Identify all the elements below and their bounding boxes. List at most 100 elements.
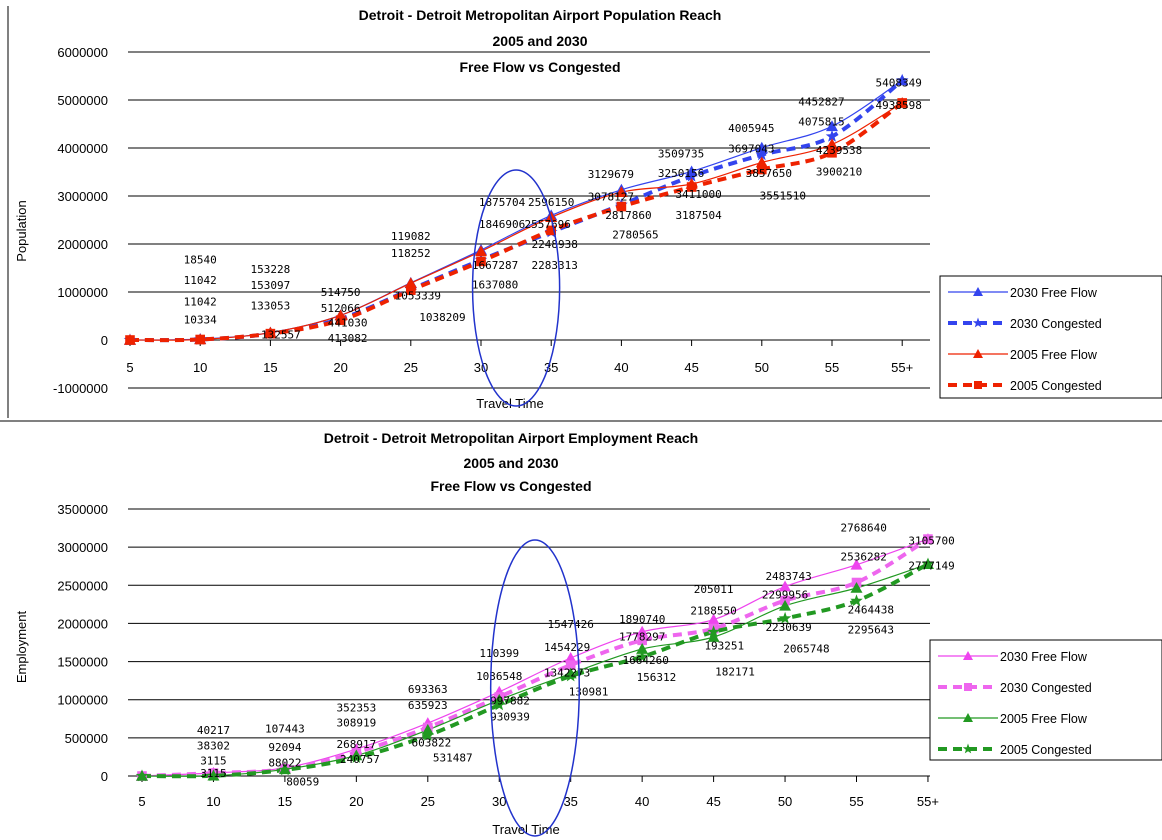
- population-data-label: 1875704: [479, 196, 526, 209]
- employment-x-tick-label: 30: [492, 794, 506, 809]
- population-data-label: 3187504: [675, 209, 722, 222]
- employment-x-tick-label: 20: [349, 794, 363, 809]
- employment-data-point: [850, 581, 863, 593]
- employment-data-point: [207, 769, 220, 782]
- employment-y-tick-label: 2000000: [57, 616, 108, 631]
- population-data-point: [685, 169, 698, 182]
- population-highlight-ellipse: [471, 169, 561, 407]
- employment-data-point: [350, 751, 363, 763]
- employment-chart-title: Detroit - Detroit Metropolitan Airport E…: [324, 430, 698, 446]
- population-data-label: 3697043: [728, 142, 774, 155]
- population-data-point: [826, 138, 838, 150]
- population-data-label: 3857650: [746, 167, 792, 180]
- employment-x-tick-label: 35: [563, 794, 577, 809]
- employment-data-point: [564, 651, 577, 663]
- employment-data-point: [850, 594, 863, 607]
- population-data-point: [897, 98, 907, 108]
- employment-legend-label: 2030 Congested: [1000, 681, 1092, 695]
- population-data-point: [125, 335, 135, 345]
- employment-data-label: 3115: [200, 767, 227, 780]
- population-data-label: 4452827: [798, 95, 844, 108]
- population-data-label: 1637080: [472, 278, 518, 291]
- employment-data-label: 92094: [268, 741, 301, 754]
- population-data-label: 11042: [184, 274, 217, 287]
- employment-data-label: 110399: [479, 647, 519, 660]
- employment-data-label: 1664260: [623, 654, 669, 667]
- population-data-label: 5408349: [876, 77, 922, 90]
- employment-legend-marker: [964, 683, 972, 691]
- employment-data-label: 2065748: [783, 643, 829, 656]
- employment-data-label: 2230639: [765, 621, 811, 634]
- employment-data-label: 156312: [637, 671, 677, 684]
- employment-y-axis-label: Employment: [14, 610, 29, 683]
- employment-data-point: [637, 635, 647, 646]
- population-data-point: [827, 147, 837, 158]
- population-data-label: 2557696: [525, 218, 571, 231]
- population-legend-label: 2030 Free Flow: [1010, 286, 1098, 300]
- population-data-label: 2283313: [532, 259, 578, 272]
- employment-legend-marker: [963, 651, 973, 660]
- employment-data-label: 603822: [411, 736, 451, 749]
- population-data-point: [615, 186, 628, 198]
- employment-data-label: 2188550: [690, 604, 736, 617]
- population-data-label: 3078127: [588, 190, 634, 203]
- population-data-label: 4005945: [728, 122, 774, 135]
- population-data-point: [195, 334, 205, 345]
- population-y-tick-label: 5000000: [57, 93, 108, 108]
- population-data-label: 4938598: [876, 99, 922, 112]
- population-x-tick-label: 45: [684, 360, 698, 375]
- population-data-point: [406, 285, 416, 295]
- population-data-point: [335, 315, 346, 325]
- population-x-tick-label: 10: [193, 360, 207, 375]
- employment-highlight-ellipse: [489, 539, 581, 837]
- employment-data-label: 268917: [336, 738, 376, 751]
- population-data-label: 2780565: [612, 228, 658, 241]
- population-data-point: [476, 256, 486, 267]
- employment-x-tick-label: 15: [278, 794, 292, 809]
- employment-y-tick-label: 3500000: [57, 502, 108, 517]
- employment-x-tick-label: 55+: [917, 794, 939, 809]
- population-legend: 2030 Free Flow 2030 Congested 2005 Free Fl…: [939, 275, 1162, 399]
- population-x-tick-label: 15: [263, 360, 277, 375]
- population-data-label: 118252: [391, 247, 431, 260]
- employment-data-label: 1547426: [548, 618, 594, 631]
- employment-data-point: [779, 580, 792, 592]
- population-data-point: [404, 277, 417, 289]
- employment-data-point: [636, 643, 649, 654]
- population-data-label: 514750: [321, 286, 361, 299]
- employment-data-label: 38302: [197, 739, 230, 752]
- employment-y-tick-label: 0: [101, 769, 108, 784]
- employment-legend-label: 2030 Free Flow: [1000, 650, 1088, 664]
- population-series-line: [129, 79, 903, 341]
- employment-data-label: 930939: [490, 710, 530, 723]
- employment-data-label: 2768640: [840, 521, 886, 534]
- population-data-label: 3250156: [658, 167, 704, 180]
- population-data-label: 10334: [184, 313, 217, 326]
- population-legend-marker: [973, 287, 983, 296]
- population-data-point: [755, 148, 769, 161]
- population-y-tick-label: 3000000: [57, 189, 108, 204]
- employment-x-tick-label: 10: [206, 794, 220, 809]
- population-x-tick-label: 40: [614, 360, 628, 375]
- employment-data-label: 107443: [265, 723, 305, 736]
- population-data-label: 11042: [184, 296, 217, 309]
- employment-y-tick-label: 3000000: [57, 540, 108, 555]
- population-series-line: [129, 101, 904, 343]
- employment-data-point: [565, 660, 576, 670]
- employment-data-point: [707, 613, 720, 625]
- employment-data-label: 80059: [286, 775, 319, 788]
- employment-data-point: [707, 631, 720, 642]
- employment-data-label: 88022: [268, 756, 301, 769]
- employment-data-point: [278, 763, 292, 776]
- population-data-label: 3411000: [675, 188, 721, 201]
- employment-data-label: 3105700: [908, 534, 954, 547]
- population-data-label: 133053: [251, 299, 291, 312]
- employment-legend-marker: [962, 743, 974, 754]
- employment-data-label: 40217: [197, 724, 230, 737]
- employment-data-label: 1890740: [619, 613, 665, 626]
- employment-data-label: 2299956: [762, 588, 808, 601]
- population-legend-label: 2005 Free Flow: [1010, 348, 1098, 362]
- employment-data-point: [636, 625, 649, 637]
- employment-legend-marker: [963, 713, 973, 722]
- population-data-point: [755, 141, 768, 153]
